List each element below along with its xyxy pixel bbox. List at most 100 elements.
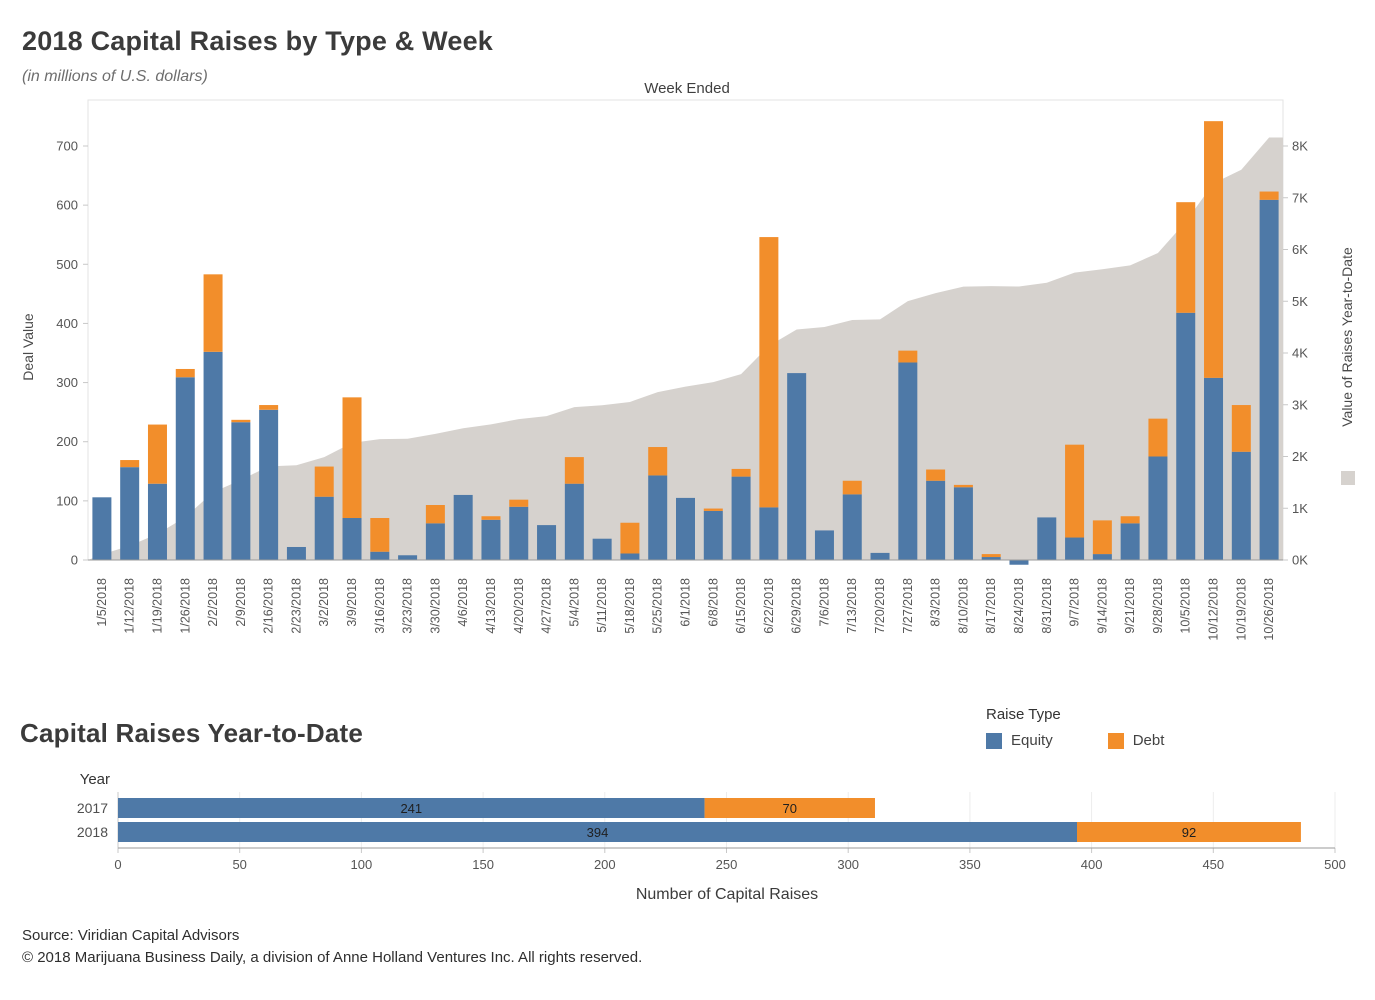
week-date-label: 2/23/2018 bbox=[289, 578, 303, 634]
debt-bar[interactable] bbox=[759, 237, 779, 508]
debt-bar[interactable] bbox=[1148, 418, 1168, 457]
equity-bar[interactable] bbox=[620, 553, 640, 560]
debt-bar[interactable] bbox=[620, 522, 640, 554]
equity-bar[interactable] bbox=[1009, 560, 1029, 565]
equity-bar[interactable] bbox=[1065, 537, 1085, 560]
equity-bar[interactable] bbox=[814, 530, 834, 560]
equity-bar[interactable] bbox=[842, 494, 862, 560]
week-date-label: 3/2/2018 bbox=[317, 578, 331, 627]
debt-bar[interactable] bbox=[953, 484, 973, 488]
ytd-cumulative-area[interactable] bbox=[88, 137, 1283, 560]
week-date-label: 3/16/2018 bbox=[373, 578, 387, 634]
ytd-tick-label: 400 bbox=[1081, 857, 1103, 872]
debt-bar[interactable] bbox=[481, 516, 501, 520]
equity-bar[interactable] bbox=[898, 362, 918, 560]
debt-bar[interactable] bbox=[703, 508, 723, 511]
week-date-label: 8/10/2018 bbox=[956, 578, 970, 634]
equity-bar[interactable] bbox=[787, 373, 807, 560]
equity-bar[interactable] bbox=[509, 506, 529, 560]
equity-bar[interactable] bbox=[1037, 517, 1057, 560]
equity-bar[interactable] bbox=[92, 497, 112, 560]
equity-bar[interactable] bbox=[425, 523, 445, 560]
equity-bar[interactable] bbox=[953, 487, 973, 560]
equity-bar[interactable] bbox=[676, 497, 695, 560]
ytd-bar-value-label: 92 bbox=[1182, 825, 1196, 840]
equity-bar[interactable] bbox=[981, 557, 1001, 560]
debt-bar[interactable] bbox=[259, 405, 279, 410]
debt-bar[interactable] bbox=[425, 504, 445, 524]
debt-bar[interactable] bbox=[1120, 516, 1140, 524]
week-date-label: 5/4/2018 bbox=[567, 578, 581, 627]
equity-bar[interactable] bbox=[1231, 451, 1251, 560]
week-date-label: 4/27/2018 bbox=[540, 578, 554, 634]
equity-bar[interactable] bbox=[286, 546, 306, 560]
debt-bar[interactable] bbox=[342, 397, 362, 519]
equity-bar[interactable] bbox=[120, 467, 140, 560]
equity-bar[interactable] bbox=[342, 518, 362, 560]
debt-bar[interactable] bbox=[648, 447, 668, 476]
week-date-label: 8/3/2018 bbox=[929, 578, 943, 627]
debt-bar[interactable] bbox=[1204, 121, 1224, 378]
debt-bar[interactable] bbox=[1176, 202, 1196, 313]
equity-bar[interactable] bbox=[203, 351, 223, 560]
equity-legend-label[interactable]: Equity bbox=[1011, 732, 1053, 749]
debt-bar[interactable] bbox=[231, 419, 251, 423]
debt-bar[interactable] bbox=[926, 469, 946, 481]
debt-bar[interactable] bbox=[981, 554, 1001, 558]
debt-bar[interactable] bbox=[147, 424, 167, 484]
equity-bar[interactable] bbox=[537, 525, 557, 560]
legend-title: Raise Type bbox=[986, 706, 1061, 723]
equity-bar[interactable] bbox=[453, 494, 473, 560]
debt-bar[interactable] bbox=[1092, 520, 1112, 555]
equity-bar[interactable] bbox=[1204, 377, 1224, 560]
week-date-label: 9/28/2018 bbox=[1151, 578, 1165, 634]
equity-bar[interactable] bbox=[370, 551, 390, 560]
equity-bar[interactable] bbox=[564, 483, 584, 560]
debt-bar[interactable] bbox=[898, 350, 918, 363]
equity-ytd-bar[interactable] bbox=[118, 798, 705, 818]
equity-bar[interactable] bbox=[731, 476, 751, 560]
equity-ytd-bar[interactable] bbox=[118, 822, 1077, 842]
equity-bar[interactable] bbox=[398, 555, 418, 560]
equity-bar[interactable] bbox=[231, 422, 251, 560]
debt-bar[interactable] bbox=[1231, 405, 1251, 452]
debt-bar[interactable] bbox=[120, 460, 140, 468]
equity-bar[interactable] bbox=[147, 483, 167, 560]
equity-bar[interactable] bbox=[259, 409, 279, 560]
equity-bar[interactable] bbox=[1176, 312, 1196, 560]
debt-bar[interactable] bbox=[370, 518, 390, 552]
weekly-chart-subtitle: (in millions of U.S. dollars) bbox=[22, 68, 208, 85]
equity-bar[interactable] bbox=[1092, 554, 1112, 560]
debt-bar[interactable] bbox=[1259, 191, 1279, 200]
x-axis-title-number-of-raises: Number of Capital Raises bbox=[635, 886, 819, 903]
equity-bar[interactable] bbox=[1120, 523, 1140, 560]
equity-bar[interactable] bbox=[870, 552, 890, 560]
debt-ytd-bar[interactable] bbox=[704, 798, 875, 818]
debt-bar[interactable] bbox=[731, 468, 751, 477]
debt-legend-label[interactable]: Debt bbox=[1132, 732, 1165, 749]
debt-legend-swatch[interactable] bbox=[1107, 732, 1124, 749]
equity-bar[interactable] bbox=[314, 496, 334, 560]
y-axis-title-ytd-value: Value of Raises Year-to-Date bbox=[1339, 247, 1355, 427]
debt-bar[interactable] bbox=[203, 274, 223, 352]
debt-bar[interactable] bbox=[314, 466, 334, 497]
debt-ytd-bar[interactable] bbox=[1076, 822, 1301, 842]
equity-bar[interactable] bbox=[175, 377, 195, 560]
week-date-label: 9/7/2018 bbox=[1068, 578, 1082, 627]
equity-bar[interactable] bbox=[926, 480, 946, 560]
equity-bar[interactable] bbox=[703, 510, 723, 560]
equity-bar[interactable] bbox=[1259, 199, 1279, 560]
debt-bar[interactable] bbox=[175, 368, 195, 378]
equity-legend-swatch[interactable] bbox=[986, 732, 1002, 749]
equity-bar[interactable] bbox=[481, 519, 501, 560]
debt-bar[interactable] bbox=[1065, 444, 1085, 538]
equity-bar[interactable] bbox=[592, 538, 612, 560]
debt-bar[interactable] bbox=[509, 499, 529, 507]
debt-bar[interactable] bbox=[564, 457, 584, 484]
left-tick-label: 300 bbox=[56, 375, 78, 390]
year-row-label: 2018 bbox=[77, 824, 108, 840]
equity-bar[interactable] bbox=[648, 475, 668, 560]
equity-bar[interactable] bbox=[1148, 456, 1168, 561]
equity-bar[interactable] bbox=[759, 507, 779, 560]
debt-bar[interactable] bbox=[842, 480, 862, 495]
